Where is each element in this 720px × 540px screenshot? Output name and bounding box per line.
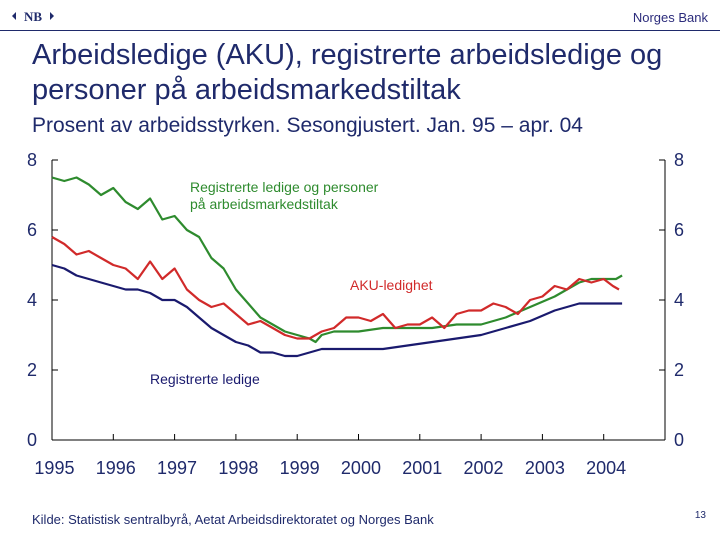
y-tick-label-left: 0 [27, 430, 37, 450]
y-tick-label-right: 0 [674, 430, 684, 450]
logo-text: NB [24, 9, 42, 24]
y-tick-label-left: 8 [27, 150, 37, 170]
source-note: Kilde: Statistisk sentralbyrå, Aetat Arb… [32, 512, 434, 527]
y-tick-label-right: 8 [674, 150, 684, 170]
series-label-2: Registrerte ledige [150, 371, 260, 387]
header-divider [0, 30, 720, 31]
y-tick-label-left: 6 [27, 220, 37, 240]
y-tick-label-left: 4 [27, 290, 37, 310]
x-tick-label: 2004 [586, 458, 626, 478]
brand-name: Norges Bank [632, 10, 708, 25]
x-tick-label: 1999 [280, 458, 320, 478]
x-tick-label: 2003 [525, 458, 565, 478]
y-tick-label-right: 2 [674, 360, 684, 380]
page-number: 13 [694, 510, 706, 521]
y-tick-label-left: 2 [27, 360, 37, 380]
x-tick-label: 1997 [157, 458, 197, 478]
x-tick-label: 2002 [464, 458, 504, 478]
y-tick-label-right: 6 [674, 220, 684, 240]
y-tick-label-right: 4 [674, 290, 684, 310]
series-line-2 [51, 263, 623, 358]
x-tick-label: 2000 [341, 458, 381, 478]
slide-subtitle: Prosent av arbeidsstyrken. Sesongjustert… [32, 114, 583, 137]
x-tick-label: 1995 [34, 458, 74, 478]
series-label-0: Registrerte ledige og personer [190, 179, 379, 195]
series-line-1 [51, 236, 620, 340]
x-tick-label: 1996 [96, 458, 136, 478]
series-label-1: AKU-ledighet [350, 277, 433, 293]
norges-bank-logo: NB [12, 9, 54, 24]
x-tick-label: 1998 [218, 458, 258, 478]
series-label-0: på arbeidsmarkedstiltak [190, 196, 339, 212]
slide-title: Arbeidsledige (AKU), registrerte arbeids… [32, 39, 663, 107]
x-tick-label: 2001 [402, 458, 442, 478]
